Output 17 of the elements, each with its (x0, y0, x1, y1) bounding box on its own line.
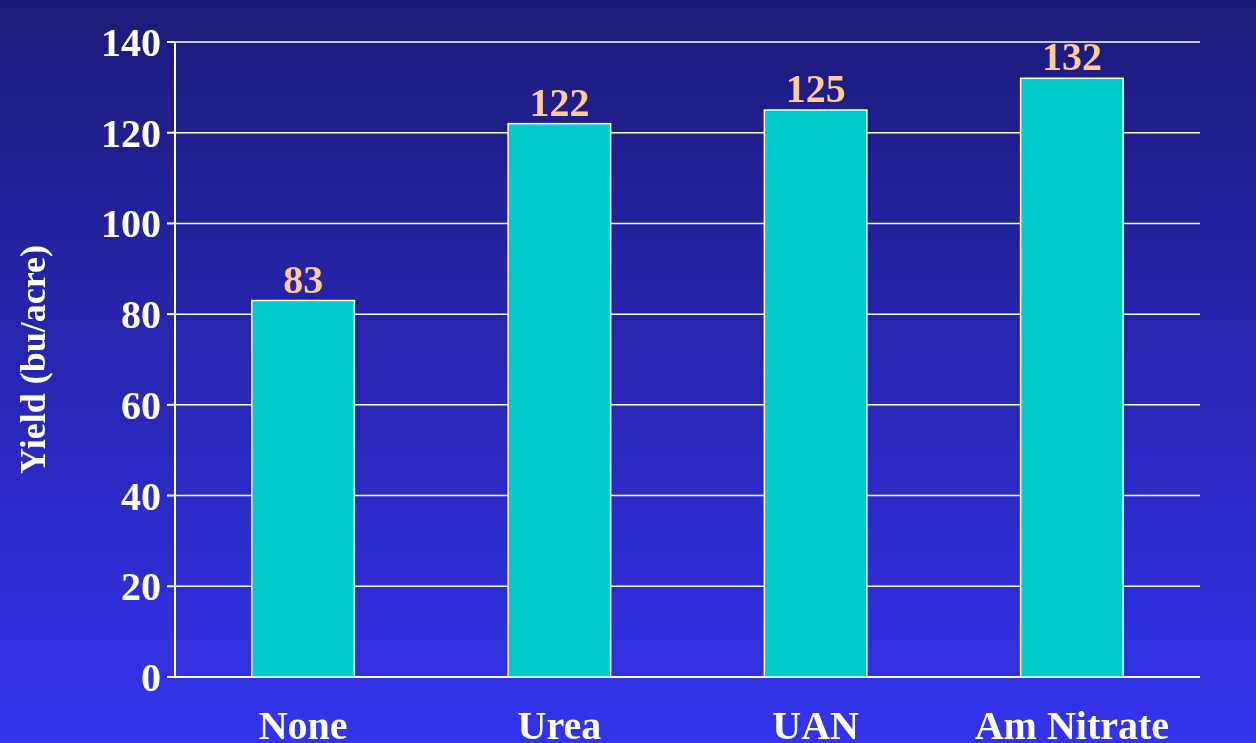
x-tick-label: Am Nitrate (974, 703, 1170, 743)
y-tick-label: 140 (101, 20, 161, 65)
x-tick-label: Urea (517, 703, 602, 743)
x-tick-label: None (258, 703, 348, 743)
y-tick-label: 60 (121, 382, 161, 428)
y-tick-label: 40 (121, 473, 161, 519)
y-tick-label: 80 (121, 292, 161, 338)
y-axis-title: Yield (bu/acre) (13, 245, 53, 474)
y-tick-label: 0 (141, 655, 161, 700)
data-label: 122 (529, 79, 590, 125)
x-tick-label: UAN (772, 703, 860, 743)
data-label: 83 (283, 256, 324, 302)
y-tick-label: 120 (101, 110, 161, 156)
data-label: 125 (785, 66, 846, 112)
y-tick-label: 100 (101, 201, 161, 247)
y-tick-label: 20 (121, 564, 161, 610)
data-label: 132 (1041, 34, 1102, 80)
